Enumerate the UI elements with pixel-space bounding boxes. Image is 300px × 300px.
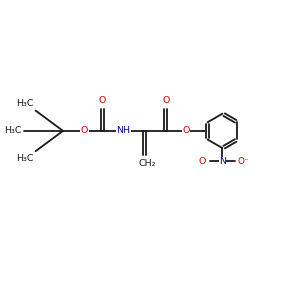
Text: H₃C: H₃C: [16, 154, 34, 163]
Text: O: O: [162, 96, 169, 105]
Text: O: O: [81, 126, 88, 135]
Text: O: O: [182, 126, 190, 135]
Text: NH: NH: [116, 126, 130, 135]
Text: O: O: [198, 157, 206, 166]
Text: CH₂: CH₂: [138, 159, 156, 168]
Text: N: N: [219, 157, 226, 166]
Text: H₃C: H₃C: [4, 126, 22, 135]
Text: O: O: [99, 96, 106, 105]
Text: O⁻: O⁻: [237, 157, 249, 166]
Text: H₃C: H₃C: [16, 99, 34, 108]
